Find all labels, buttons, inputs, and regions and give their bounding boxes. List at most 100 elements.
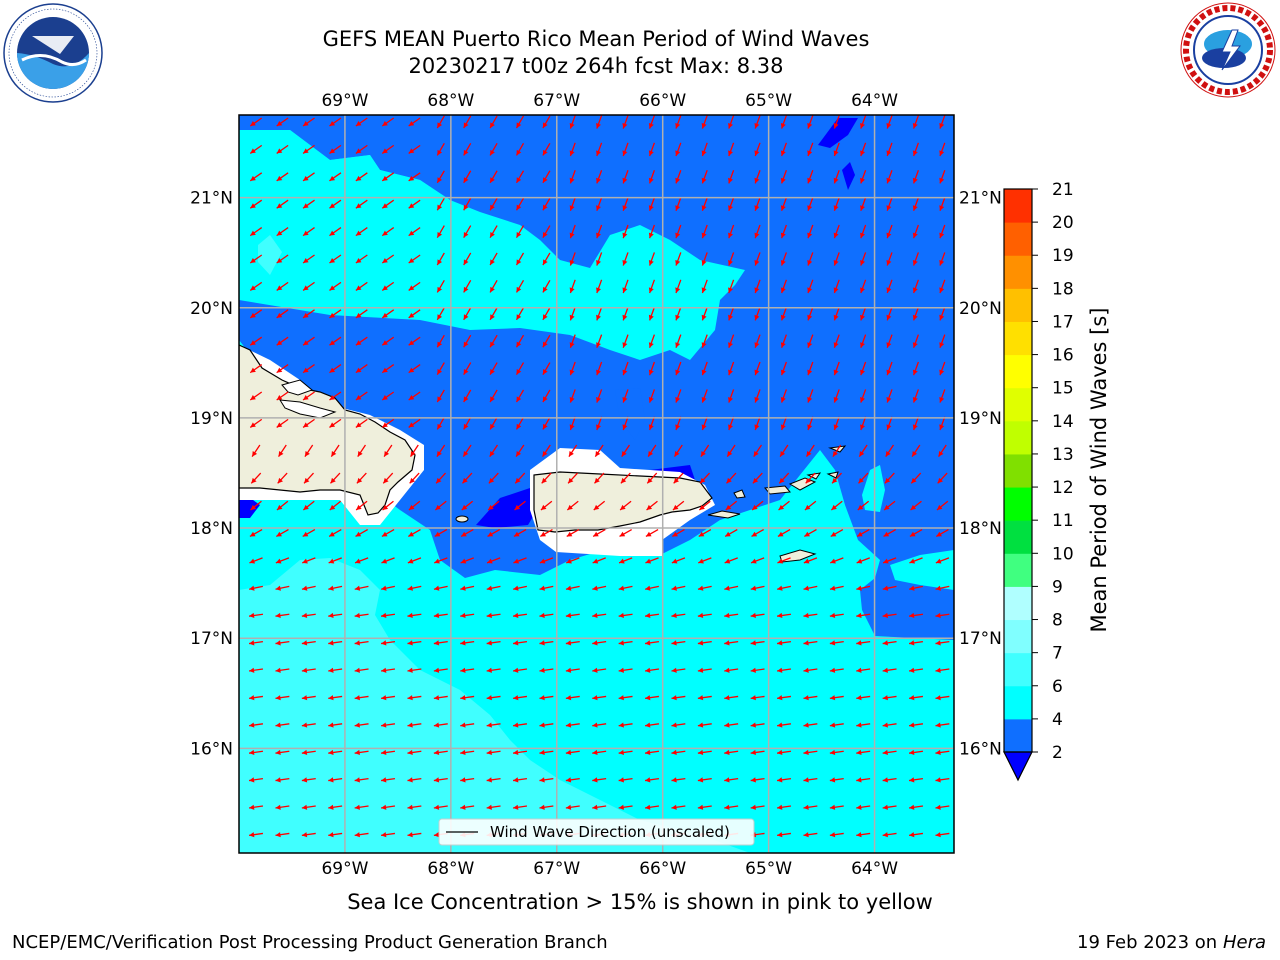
wave-direction-arrow	[515, 170, 525, 184]
wave-direction-arrow	[728, 252, 735, 266]
wave-direction-arrow	[460, 749, 475, 756]
wave-direction-arrow	[463, 280, 472, 293]
wave-direction-arrow	[433, 722, 448, 728]
colorbar-under-arrow	[1003, 751, 1033, 782]
wave-direction-arrow	[776, 722, 792, 728]
wave-direction-arrow	[728, 142, 735, 157]
wave-direction-arrow	[277, 444, 287, 457]
chart-title: GEFS MEAN Puerto Rico Mean Period of Win…	[296, 26, 896, 80]
colorbar-tick-label: 17	[1052, 312, 1074, 332]
wave-direction-arrow	[329, 418, 342, 428]
wave-direction-arrow	[886, 197, 893, 212]
wave-direction-arrow	[833, 169, 840, 184]
colorbar-tick-label: 14	[1052, 412, 1074, 432]
colorbar-segment	[1004, 387, 1032, 422]
wave-direction-arrow	[618, 749, 633, 756]
wave-direction-arrow	[329, 472, 341, 484]
wave-direction-arrow	[512, 749, 528, 756]
wave-direction-arrow	[569, 389, 576, 403]
wave-direction-arrow	[356, 472, 367, 484]
wave-direction-arrow	[776, 832, 792, 838]
map-frame	[238, 114, 955, 854]
wave-direction-arrow	[515, 444, 525, 457]
wave-direction-arrow	[302, 309, 315, 319]
wave-direction-arrow	[512, 777, 528, 783]
wave-direction-arrow	[909, 557, 923, 564]
wave-direction-arrow	[249, 144, 263, 154]
wave-direction-arrow	[672, 500, 685, 511]
wave-direction-arrow	[803, 640, 818, 646]
wave-direction-arrow	[304, 444, 314, 457]
wave-direction-arrow	[275, 722, 290, 728]
wave-direction-arrow	[248, 777, 264, 783]
wave-direction-arrow	[699, 472, 711, 484]
wave-direction-arrow	[807, 252, 814, 266]
wave-direction-arrow	[566, 528, 580, 538]
wave-direction-arrow	[276, 227, 289, 237]
wave-direction-arrow	[673, 444, 683, 457]
lat-label-left: 16°N	[190, 739, 233, 759]
wave-direction-arrow	[302, 172, 315, 182]
wave-direction-arrow	[829, 832, 844, 838]
wave-direction-arrow	[860, 416, 867, 431]
wave-direction-arrow	[486, 640, 501, 646]
wave-direction-arrow	[648, 306, 656, 321]
colorbar-segment	[1004, 354, 1032, 389]
wave-direction-arrow	[276, 281, 289, 291]
lat-label-right: 18°N	[959, 519, 1002, 539]
wave-direction-arrow	[436, 143, 445, 156]
wave-direction-arrow	[436, 334, 445, 348]
wave-direction-arrow	[251, 444, 261, 457]
wave-direction-arrow	[754, 142, 761, 157]
wave-direction-arrow	[780, 334, 788, 349]
wave-direction-arrow	[754, 224, 761, 239]
wave-direction-arrow	[407, 612, 422, 619]
wave-direction-arrow	[355, 172, 368, 182]
wave-direction-arrow	[276, 391, 289, 401]
wave-direction-arrow	[249, 336, 263, 346]
wave-direction-arrow	[829, 695, 844, 701]
wave-direction-arrow	[513, 585, 527, 591]
wave-direction-arrow	[301, 749, 316, 756]
wave-direction-arrow	[408, 117, 421, 127]
wave-direction-arrow	[409, 444, 419, 457]
wave-direction-arrow	[697, 749, 712, 756]
wave-direction-arrow	[275, 585, 290, 591]
wave-direction-arrow	[354, 804, 369, 810]
wave-direction-arrow	[754, 279, 761, 294]
wave-direction-arrow	[569, 169, 576, 184]
wave-direction-arrow	[939, 252, 946, 266]
wave-direction-arrow	[380, 667, 396, 673]
wave-direction-arrow	[565, 612, 580, 619]
wave-direction-arrow	[908, 749, 924, 756]
colorbar-tick-label: 13	[1052, 445, 1074, 465]
wave-direction-arrow	[539, 640, 554, 646]
wave-direction-arrow	[565, 667, 580, 673]
wave-direction-arrow	[542, 389, 551, 403]
wave-direction-arrow	[487, 500, 500, 511]
wave-direction-arrow	[277, 472, 288, 484]
wave-direction-arrow	[754, 361, 761, 376]
wave-direction-arrow	[776, 667, 792, 673]
wave-direction-arrow	[856, 777, 871, 783]
wave-direction-arrow	[381, 254, 395, 264]
wave-direction-arrow	[357, 444, 367, 457]
wave-direction-arrow	[701, 389, 708, 403]
wave-direction-arrow	[302, 199, 315, 209]
wave-direction-arrow	[648, 197, 656, 212]
wave-direction-arrow	[671, 667, 686, 673]
wave-direction-arrow	[856, 749, 871, 756]
wave-direction-arrow	[565, 640, 580, 646]
wave-direction-arrow	[513, 557, 527, 564]
wave-direction-arrow	[647, 444, 657, 457]
wave-direction-arrow	[645, 557, 659, 564]
wave-direction-arrow	[807, 142, 814, 157]
wave-direction-arrow	[512, 722, 528, 728]
wave-direction-arrow	[672, 528, 685, 538]
wave-direction-arrow	[830, 528, 844, 538]
wave-direction-arrow	[939, 361, 946, 376]
wave-direction-arrow	[912, 306, 920, 321]
wave-direction-arrow	[724, 722, 739, 728]
wave-direction-arrow	[939, 115, 946, 129]
wave-direction-arrow	[698, 528, 712, 538]
